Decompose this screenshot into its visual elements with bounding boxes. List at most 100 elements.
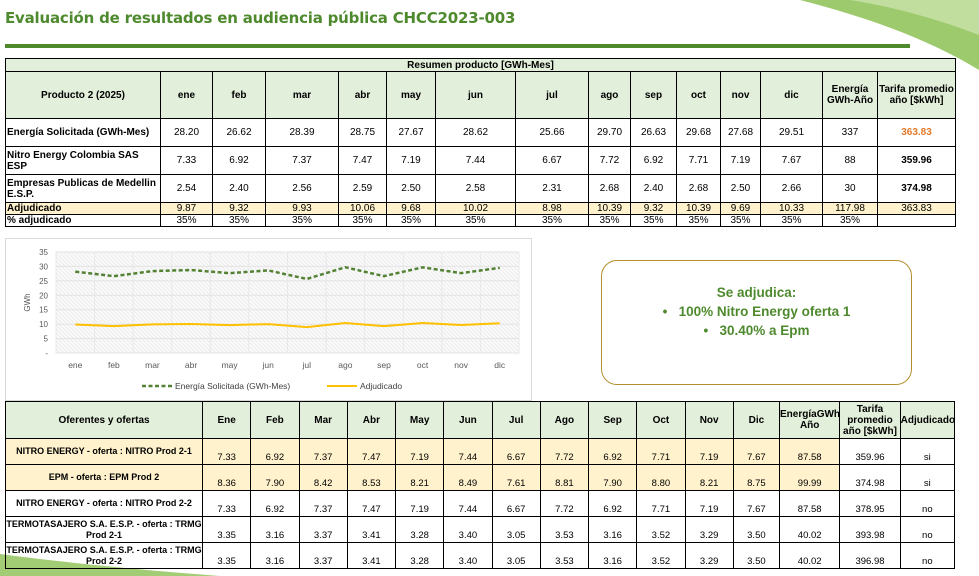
table-row-percent: % adjudicado 35% 35% 35% 35% 35% 35% 35%… bbox=[5, 214, 957, 227]
cell-value: 8.80 bbox=[636, 464, 686, 491]
table-row: Empresas Publicas de Medellin E.S.P. 2.5… bbox=[5, 174, 957, 203]
month-header: ago bbox=[588, 71, 631, 119]
x-tick-label: nov bbox=[454, 360, 468, 370]
cell-value: 3.41 bbox=[346, 542, 397, 569]
cell-value: 7.47 bbox=[338, 146, 387, 175]
cell-value: 9.32 bbox=[630, 202, 677, 215]
cell-value: 3.28 bbox=[395, 542, 445, 569]
cell-value: 7.47 bbox=[346, 438, 397, 465]
tariff-value: 378.95 bbox=[839, 490, 901, 517]
cell-value: 10.39 bbox=[588, 202, 631, 215]
tariff-header: Tarifa promedio año [$kWh] bbox=[839, 401, 901, 439]
row-label: Adjudicado bbox=[5, 202, 161, 215]
month-header: may bbox=[386, 71, 436, 119]
cell-value: 9.68 bbox=[386, 202, 436, 215]
cell-value: 3.53 bbox=[539, 542, 590, 569]
y-tick-label: 20 bbox=[39, 291, 48, 300]
cell-value: 7.72 bbox=[588, 146, 631, 175]
row-label: % adjudicado bbox=[5, 214, 161, 227]
tariff-header: Tarifa promedio año [$kWh] bbox=[876, 71, 957, 119]
cell-value: 3.53 bbox=[539, 516, 590, 543]
table-row: NITRO ENERGY - oferta : NITRO Prod 2-2 7… bbox=[4, 490, 956, 517]
y-axis-label: GWh bbox=[23, 293, 32, 311]
row-label: Empresas Publicas de Medellin E.S.P. bbox=[5, 174, 161, 203]
cell-value: 8.49 bbox=[443, 464, 493, 491]
month-header: Oct bbox=[636, 401, 686, 439]
cell-value: 9.87 bbox=[160, 202, 213, 215]
month-header: ene bbox=[160, 71, 213, 119]
cell-value: 7.33 bbox=[202, 490, 252, 517]
cell-value: 28.62 bbox=[435, 118, 516, 147]
cell-value: 2.40 bbox=[630, 174, 677, 203]
cell-value: 35% bbox=[630, 214, 677, 227]
month-header: May bbox=[395, 401, 445, 439]
cell-value: 35% bbox=[338, 214, 387, 227]
x-tick-label: abr bbox=[185, 360, 197, 370]
x-tick-label: mar bbox=[145, 360, 160, 370]
cell-value: 35% bbox=[720, 214, 761, 227]
cell-value: 10.39 bbox=[676, 202, 721, 215]
cell-value: 7.44 bbox=[435, 146, 516, 175]
bullet-icon: • bbox=[662, 304, 679, 319]
tariff-value: 374.98 bbox=[839, 464, 901, 491]
table-row-adjudicado: Adjudicado 9.87 9.32 9.93 10.06 9.68 10.… bbox=[5, 202, 957, 215]
month-header: Feb bbox=[250, 401, 300, 439]
y-tick-label: - bbox=[45, 349, 48, 358]
tariff-value: 396.98 bbox=[839, 542, 901, 569]
bullet-icon: • bbox=[703, 323, 720, 338]
cell-value: 35% bbox=[160, 214, 213, 227]
x-tick-label: ene bbox=[68, 360, 82, 370]
award-callout: Se adjudica: • 100% Nitro Energy oferta … bbox=[601, 260, 912, 385]
month-header: nov bbox=[720, 71, 761, 119]
month-header: Jul bbox=[491, 401, 541, 439]
cell-value: 6.92 bbox=[630, 146, 677, 175]
month-header: jun bbox=[435, 71, 516, 119]
cell-value: 6.67 bbox=[491, 490, 541, 517]
cell-value: 6.92 bbox=[250, 490, 300, 517]
cell-value: 7.67 bbox=[732, 490, 781, 517]
cell-value: 3.29 bbox=[684, 516, 734, 543]
legend-label: Adjudicado bbox=[360, 381, 402, 391]
energy-value: 40.02 bbox=[779, 542, 841, 569]
cell-value: 6.92 bbox=[588, 438, 638, 465]
month-header: abr bbox=[338, 71, 387, 119]
table-row: Nitro Energy Colombia SAS ESP 7.33 6.92 … bbox=[5, 146, 957, 175]
cell-value: 28.39 bbox=[265, 118, 339, 147]
cell-value: 3.52 bbox=[636, 516, 686, 543]
cell-value: 26.62 bbox=[212, 118, 266, 147]
cell-value: 9.93 bbox=[265, 202, 339, 215]
cell-value: 3.16 bbox=[250, 542, 300, 569]
cell-value: 6.92 bbox=[250, 438, 300, 465]
energy-value: 99.99 bbox=[779, 464, 841, 491]
cell-value: 3.28 bbox=[395, 516, 445, 543]
cell-value: 7.90 bbox=[250, 464, 300, 491]
page-title: Evaluación de resultados en audiencia pú… bbox=[5, 9, 516, 27]
x-tick-label: jun bbox=[262, 360, 275, 370]
cell-value: 6.67 bbox=[491, 438, 541, 465]
cell-value: 3.29 bbox=[684, 542, 734, 569]
y-tick-label: 25 bbox=[39, 277, 48, 286]
cell-value: 3.50 bbox=[732, 542, 781, 569]
cell-value: 3.40 bbox=[443, 542, 493, 569]
cell-value: 7.19 bbox=[395, 438, 445, 465]
cell-value: 8.42 bbox=[298, 464, 348, 491]
energy-value: 87.58 bbox=[779, 490, 841, 517]
legend-label: Energía Solicitada (GWh-Mes) bbox=[175, 381, 290, 391]
table-row: NITRO ENERGY - oferta : NITRO Prod 2-1 7… bbox=[4, 438, 956, 465]
callout-title: Se adjudica: bbox=[716, 285, 797, 300]
cell-value: 29.68 bbox=[676, 118, 721, 147]
cell-value: 7.71 bbox=[636, 490, 686, 517]
month-header: Ene bbox=[202, 401, 252, 439]
cell-value: 3.50 bbox=[732, 516, 781, 543]
tariff-value: 393.98 bbox=[839, 516, 901, 543]
cell-value: 2.58 bbox=[435, 174, 516, 203]
tariff-value bbox=[876, 214, 957, 227]
cell-value: 29.70 bbox=[588, 118, 631, 147]
month-header: Nov bbox=[684, 401, 734, 439]
cell-value: 35% bbox=[588, 214, 631, 227]
month-header: Mar bbox=[298, 401, 348, 439]
x-tick-label: dic bbox=[494, 360, 506, 370]
cell-value: 27.68 bbox=[720, 118, 761, 147]
cell-value: 8.53 bbox=[346, 464, 397, 491]
month-header: Abr bbox=[346, 401, 397, 439]
